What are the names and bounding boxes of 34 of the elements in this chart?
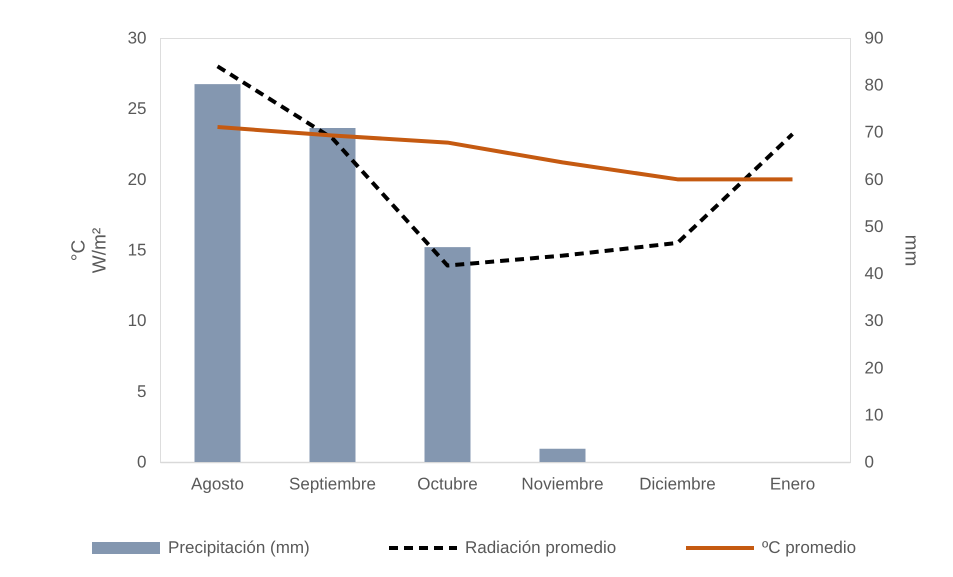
y2-tick-label: 20 — [864, 358, 884, 378]
y-tick-label: 25 — [128, 99, 146, 118]
y2-tick-label: 60 — [864, 170, 884, 189]
x-tick-label: Diciembre — [639, 474, 716, 494]
x-tick-label: Septiembre — [289, 474, 376, 494]
legend-label: ºC promedio — [762, 538, 856, 557]
y2-tick-label: 70 — [864, 122, 884, 142]
y-tick-label: 15 — [128, 240, 146, 260]
y2-axis-title: mm — [900, 234, 922, 266]
legend-label: Radiación promedio — [465, 538, 616, 557]
y2-tick-label: 40 — [864, 264, 884, 284]
bar — [540, 448, 586, 462]
bar — [194, 84, 240, 462]
y2-tick-label: 10 — [864, 405, 884, 424]
y2-tick-label: 50 — [864, 216, 884, 236]
y-tick-label: 20 — [128, 170, 146, 189]
line-series — [216, 64, 794, 268]
line-series — [216, 125, 794, 182]
x-tick-label: Octubre — [417, 474, 478, 494]
y-axis-title: °C W/m² — [68, 228, 111, 274]
y2-tick-label: 90 — [864, 28, 884, 48]
y2-tick-label: 30 — [864, 311, 884, 330]
x-tick-label: Enero — [770, 474, 816, 494]
bar — [310, 128, 356, 462]
y-tick-label: 0 — [137, 452, 146, 472]
y-tick-label: 5 — [137, 382, 146, 401]
y2-tick-label: 80 — [864, 76, 884, 95]
y-tick-label: 10 — [128, 311, 146, 330]
y2-tick-label: 0 — [864, 452, 874, 472]
bar — [424, 247, 470, 462]
x-tick-label: Noviembre — [521, 474, 604, 494]
y-tick-label: 30 — [128, 28, 146, 48]
x-tick-label: Agosto — [191, 474, 244, 494]
legend-label: Precipitación (mm) — [168, 538, 310, 557]
